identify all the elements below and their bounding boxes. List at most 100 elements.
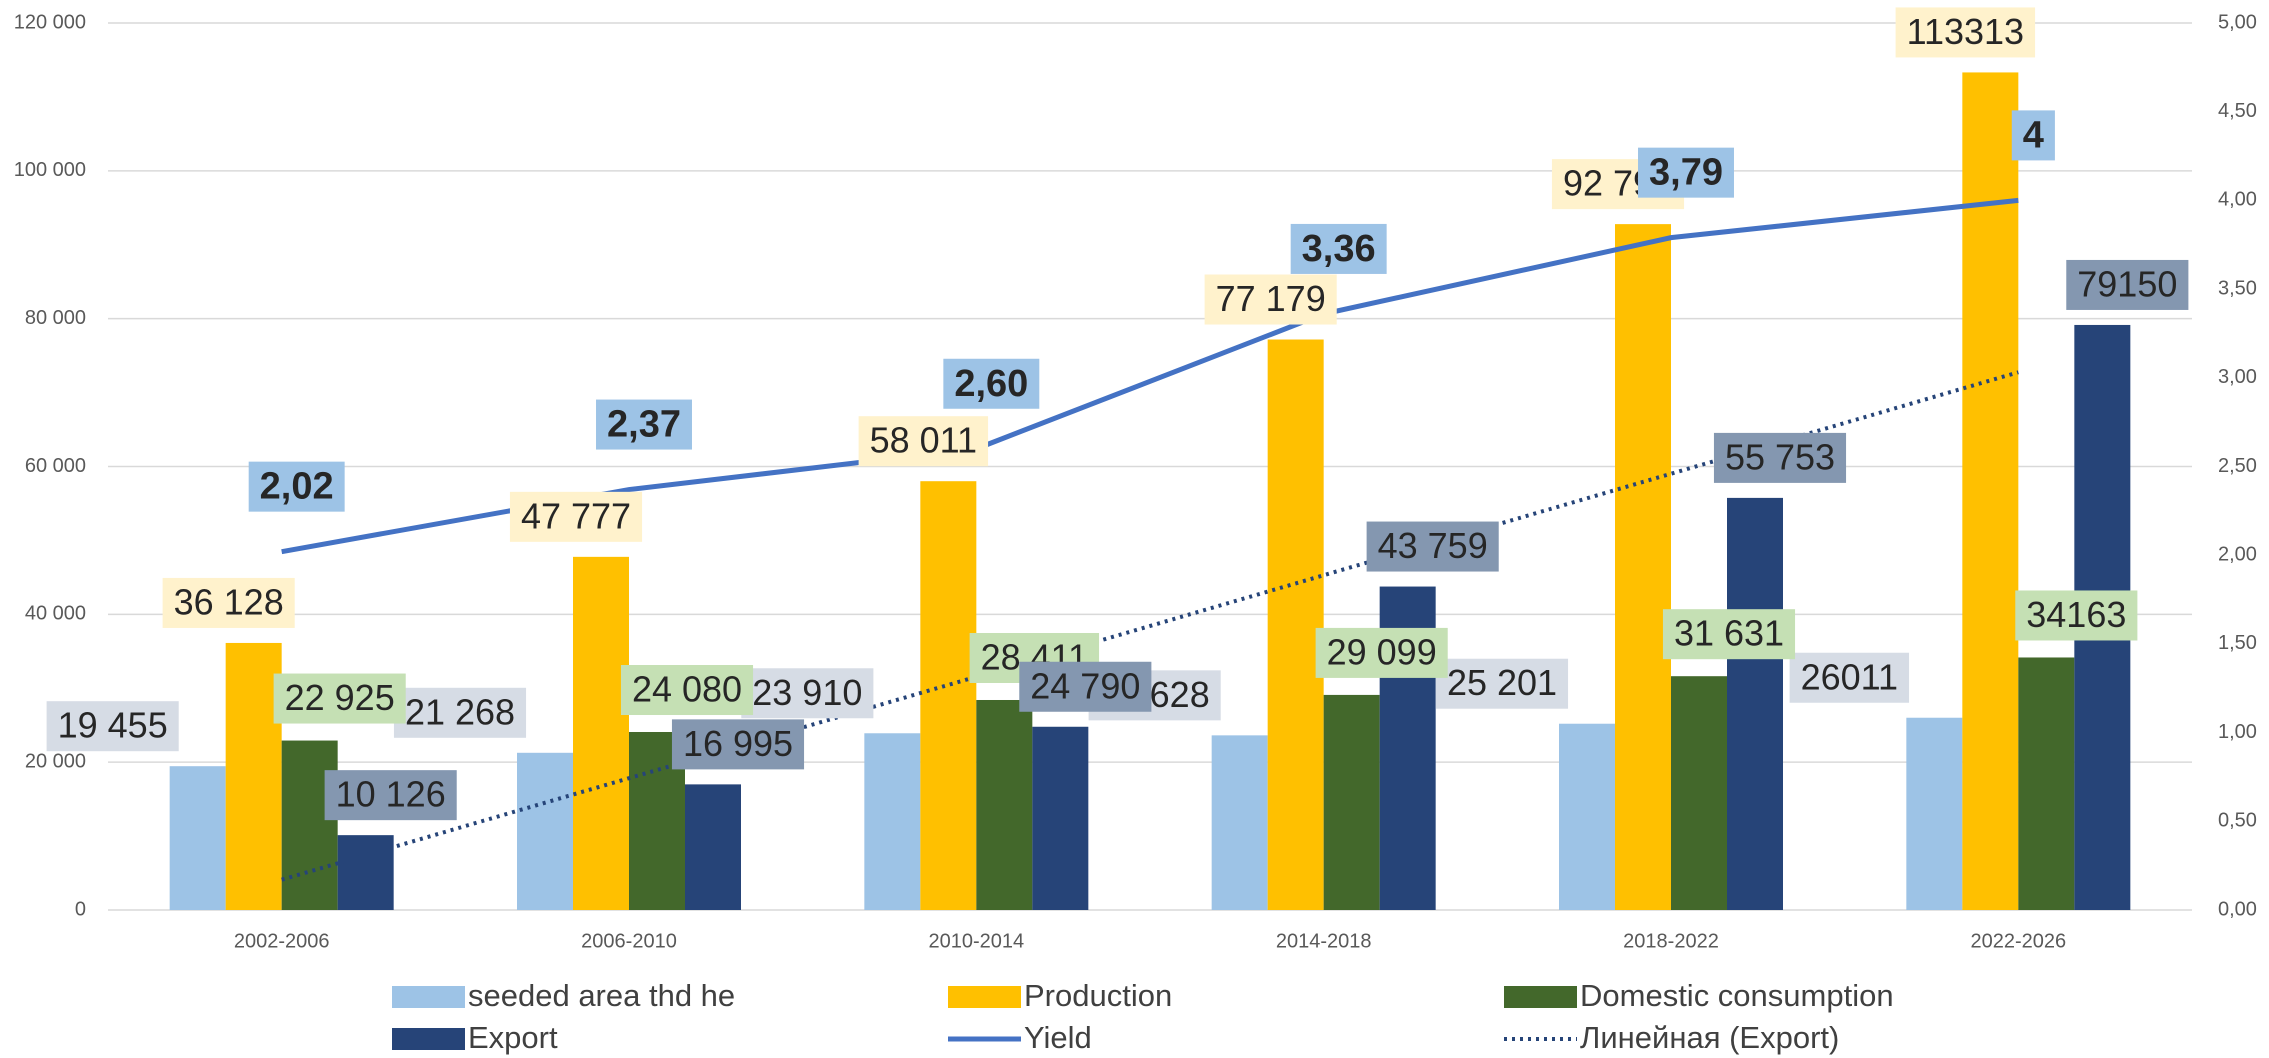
- data-label: 2,02: [248, 461, 345, 512]
- data-label-box: [324, 770, 457, 821]
- line-series: [281, 370, 2019, 882]
- data-label: 55 753: [1713, 432, 1847, 483]
- data-label: 113313: [1895, 7, 2036, 58]
- data-label-box: [741, 668, 874, 719]
- y-tick-label: 40 000: [25, 603, 86, 625]
- y2-tick-label: 3,50: [2218, 277, 2257, 299]
- data-label: 43 759: [1366, 521, 1499, 572]
- data-label: 22 925: [273, 673, 406, 724]
- data-label-text: 21 268: [405, 691, 515, 732]
- data-label-box: [620, 665, 754, 716]
- x-tick-label: 2018-2022: [1623, 930, 1719, 952]
- bar: [920, 481, 977, 910]
- data-label: 3,36: [1290, 223, 1387, 274]
- data-label-text: 77 179: [1216, 278, 1326, 319]
- data-label-text: 10 126: [336, 774, 446, 815]
- data-label-box: [1789, 652, 1910, 703]
- data-label-box: [1204, 274, 1337, 325]
- data-label-box: [2015, 590, 2138, 641]
- data-label-text: 58 011: [870, 420, 977, 461]
- legend-swatch: [948, 986, 1021, 1008]
- legend-label: Export: [468, 1020, 558, 1055]
- bar: [337, 835, 394, 910]
- data-label: 4: [2011, 110, 2055, 161]
- data-label: 23 910: [741, 668, 874, 719]
- data-label-text: 2,60: [954, 363, 1028, 405]
- data-label-box: [248, 461, 345, 512]
- bar: [169, 766, 226, 910]
- data-label-text: 43 759: [1378, 525, 1488, 566]
- data-label: 3,79: [1638, 147, 1734, 198]
- y2-tick-label: 1,50: [2218, 632, 2257, 654]
- y2-tick-label: 4,50: [2218, 100, 2257, 122]
- bar: [1032, 726, 1089, 910]
- y2-tick-label: 0,00: [2218, 898, 2257, 920]
- data-label: 19 455: [46, 701, 179, 752]
- bar: [685, 784, 741, 910]
- bar: [573, 556, 629, 910]
- data-label-box: [162, 577, 295, 628]
- data-label-text: 79150: [2077, 263, 2177, 304]
- data-label-text: 55 753: [1725, 436, 1835, 477]
- bar: [1615, 224, 1671, 910]
- data-label: 36 128: [162, 577, 295, 628]
- x-tick-label: 2014-2018: [1276, 930, 1372, 952]
- bar: [517, 752, 573, 910]
- data-label-box: [2011, 110, 2055, 161]
- data-label-box: [1435, 658, 1569, 709]
- legend-swatch: [392, 986, 465, 1008]
- data-label-text: 24 080: [632, 669, 742, 710]
- bar: [2018, 657, 2075, 910]
- data-label: 2,37: [596, 399, 692, 450]
- y-tick-label: 20 000: [25, 750, 86, 772]
- data-label: 29 099: [1315, 627, 1448, 678]
- y2-tick-label: 4,00: [2218, 189, 2257, 211]
- data-label-text: 31 631: [1674, 613, 1784, 654]
- data-label-box: [943, 358, 1040, 409]
- data-label: 10 126: [324, 770, 457, 821]
- data-label: 34163: [2015, 590, 2138, 641]
- data-label-text: 2,37: [607, 404, 681, 446]
- data-label-text: 3,36: [1302, 228, 1376, 270]
- y2-tick-label: 0,50: [2218, 810, 2257, 832]
- data-label-box: [858, 416, 989, 467]
- data-label: 24 790: [1019, 661, 1152, 712]
- data-label-text: 29 099: [1327, 631, 1437, 672]
- legend-label: Domestic consumption: [1580, 978, 1894, 1013]
- data-label-text: 36 128: [174, 581, 284, 622]
- data-label: 24 080: [620, 665, 754, 716]
- data-label-text: 26011: [1801, 656, 1898, 697]
- legend-label: Линейная (Export): [1580, 1020, 1839, 1055]
- bar: [1727, 497, 1783, 910]
- data-label-box: [1895, 7, 2036, 58]
- y2-tick-label: 3,00: [2218, 366, 2257, 388]
- data-label-text: 113313: [1907, 11, 2024, 52]
- data-label-box: [393, 687, 527, 738]
- data-label: 79150: [2066, 259, 2189, 310]
- data-label-box: [1290, 223, 1387, 274]
- bar: [1211, 735, 1268, 910]
- data-label-text: 3,79: [1649, 152, 1723, 194]
- data-label-text: 23 910: [752, 672, 862, 713]
- data-label-box: [1662, 609, 1796, 660]
- data-label-text: 25 201: [1447, 662, 1557, 703]
- bar: [1671, 676, 1727, 910]
- legend-swatch: [1504, 986, 1577, 1008]
- data-label: 58 011: [858, 416, 989, 467]
- data-label-text: 16 995: [683, 723, 793, 764]
- data-label-box: [2066, 259, 2189, 310]
- legend-label: Production: [1024, 978, 1172, 1013]
- y-tick-label: 100 000: [14, 159, 86, 181]
- data-label-text: 4: [2023, 114, 2044, 156]
- x-tick-label: 2006-2010: [581, 930, 677, 952]
- data-label: 31 631: [1662, 609, 1796, 660]
- data-label: 2,60: [943, 358, 1040, 409]
- data-label-text: 2,02: [260, 466, 334, 508]
- y-tick-label: 80 000: [25, 307, 86, 329]
- x-tick-label: 2022-2026: [1971, 930, 2067, 952]
- y2-tick-label: 2,00: [2218, 543, 2257, 565]
- bar: [1323, 694, 1380, 910]
- bar: [1906, 717, 1963, 910]
- y-tick-label: 60 000: [25, 455, 86, 477]
- bar: [225, 642, 282, 910]
